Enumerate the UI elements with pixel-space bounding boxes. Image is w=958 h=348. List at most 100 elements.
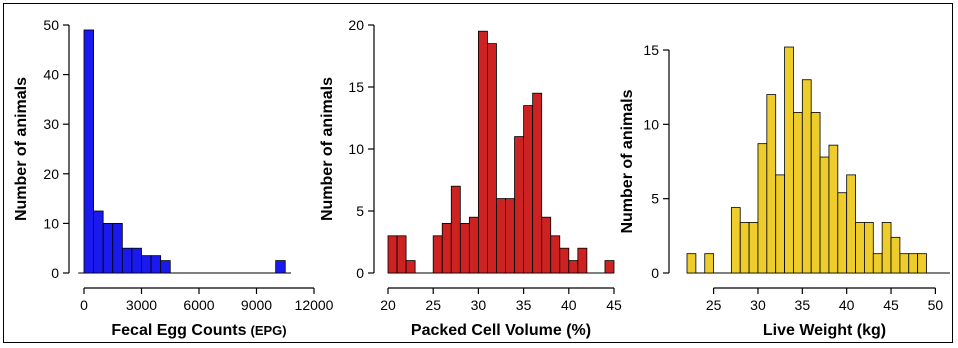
bar: [387, 235, 398, 274]
bar: [405, 260, 416, 274]
figure: 0 10 20 30 40 50 0 3000 6000 9000 12000 Fecal Egg C…: [3, 3, 953, 343]
bar: [121, 247, 133, 274]
x-axis-title-main: Packed Cell Volume (%): [411, 322, 591, 339]
bar: [83, 29, 94, 274]
bar: [141, 255, 152, 274]
bar: [766, 94, 777, 274]
bar: [275, 260, 286, 274]
y-tick-label: 20: [43, 166, 59, 182]
x-axis-title-unit: (EPG): [251, 323, 287, 338]
bar: [819, 156, 830, 274]
y-tick-label: 20: [348, 17, 364, 33]
x-tick-label: 30: [750, 297, 766, 313]
bar: [837, 192, 848, 274]
bar: [801, 79, 812, 274]
x-axis-title: Packed Cell Volume (%): [411, 322, 591, 339]
x-tick-label: 3000: [126, 297, 157, 313]
panel-pcv: 0 5 10 15 20 20 25 30 35 40 45 Packed Cell Volume (…: [319, 17, 622, 339]
x-tick-label: 40: [839, 297, 855, 313]
x-tick-label: 40: [561, 297, 577, 313]
y-tick-label: 15: [643, 42, 659, 58]
bar: [704, 253, 715, 274]
bar: [784, 46, 794, 274]
x-tick-label: 25: [425, 297, 441, 313]
bar: [757, 143, 768, 274]
y-tick-label: 0: [356, 265, 364, 281]
x-tick-label: 25: [706, 297, 722, 313]
bar: [559, 247, 570, 274]
y-tick-label: 5: [356, 203, 364, 219]
x-tick-label: 45: [606, 297, 622, 313]
y-tick-label: 5: [651, 191, 659, 207]
bar: [532, 92, 543, 274]
x-tick-label: 6000: [183, 297, 214, 313]
bar: [150, 255, 162, 274]
bar: [793, 112, 803, 274]
bar: [102, 222, 114, 274]
x-tick-label: 35: [516, 297, 532, 313]
x-tick-label: 9000: [241, 297, 272, 313]
bar: [577, 247, 588, 274]
bar: [160, 260, 171, 274]
x-tick-label: 30: [471, 297, 487, 313]
bar: [459, 222, 470, 274]
bar: [477, 30, 488, 274]
x-tick-label: 12000: [295, 297, 334, 313]
bar: [550, 235, 561, 274]
y-tick-label: 30: [43, 116, 59, 132]
bar: [739, 222, 750, 274]
bar: [112, 222, 123, 274]
bar: [917, 253, 927, 274]
bar: [864, 222, 874, 274]
bar: [496, 198, 506, 274]
x-axis-title: Live Weight (kg): [763, 322, 886, 339]
bar: [604, 260, 615, 274]
bar: [450, 185, 461, 274]
bar: [872, 253, 883, 274]
y-tick-label: 10: [348, 141, 364, 157]
y-tick-label: 10: [643, 116, 659, 132]
bar: [432, 235, 443, 274]
y-tick-label: 50: [43, 17, 59, 33]
x-tick-label: 50: [928, 297, 944, 313]
x-tick-label: 35: [795, 297, 811, 313]
bar: [487, 43, 497, 274]
y-axis-title: Number of animals: [619, 89, 636, 233]
panel-lw: 0 5 10 15 25 30 35 40 45 50 Live Weight (kg) Number…: [619, 42, 950, 339]
bar: [93, 210, 104, 274]
x-tick-label: 0: [80, 297, 88, 313]
bar: [396, 235, 407, 274]
bar: [730, 207, 741, 274]
x-axis-title-main: Live Weight (kg): [763, 322, 886, 339]
x-tick-label: 20: [380, 297, 396, 313]
bar: [568, 260, 579, 274]
y-tick-label: 15: [348, 79, 364, 95]
bar: [890, 236, 901, 274]
y-tick-label: 0: [51, 265, 59, 281]
bar: [441, 222, 452, 274]
bar: [468, 216, 479, 274]
y-axis-title: Number of animals: [13, 77, 30, 221]
x-axis-title-main: Fecal Egg Counts: [111, 322, 246, 339]
bar: [541, 216, 552, 274]
y-tick-label: 0: [651, 265, 659, 281]
bar: [810, 112, 821, 274]
bar: [505, 198, 515, 274]
bar: [523, 105, 534, 274]
bar: [846, 174, 856, 274]
bar: [908, 253, 919, 274]
bar: [686, 253, 697, 274]
x-axis-title: Fecal Egg Counts (EPG): [111, 322, 286, 339]
bar: [748, 222, 759, 274]
y-tick-label: 10: [43, 215, 59, 231]
bar: [775, 174, 785, 274]
bar: [855, 222, 865, 274]
x-tick-label: 45: [883, 297, 899, 313]
bar: [514, 136, 524, 274]
bar: [899, 253, 910, 274]
panel-fec: 0 10 20 30 40 50 0 3000 6000 9000 12000 Fecal Egg C…: [13, 17, 334, 339]
y-axis-title: Number of animals: [319, 77, 336, 221]
bar: [131, 247, 142, 274]
y-tick-label: 40: [43, 67, 59, 83]
